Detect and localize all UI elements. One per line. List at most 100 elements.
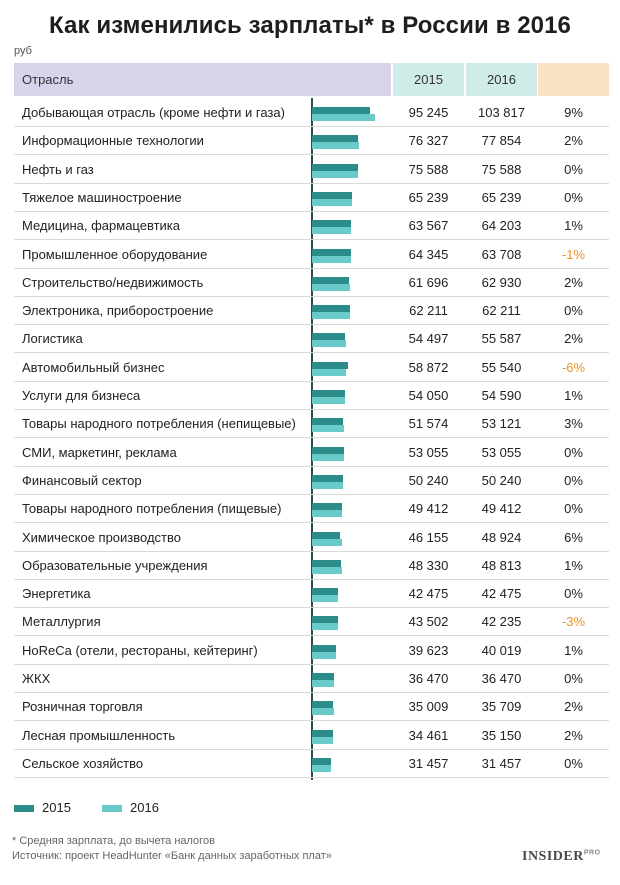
bar-2016 [312,623,338,631]
sector-label: Услуги для бизнеса [22,388,141,403]
brand-name: INSIDER [522,849,584,864]
change-percent: -3% [561,614,586,630]
unit-label: руб [14,45,32,57]
value-2015: 51 574 [408,416,449,432]
value-2016: 103 817 [478,105,525,120]
bar-2016 [312,708,334,716]
table-row: Информационные технологии 76 327 77 854 2% [14,128,609,156]
table-row: Лесная промышленность 34 461 35 150 2% [14,723,609,750]
sector-label: Тяжелое машиностроение [22,189,182,205]
value-2016: 55 587 [481,331,522,347]
table-row: HoReCa (отели, рестораны, кейтеринг) 39 6… [14,638,609,665]
bar-2016 [312,680,335,687]
value-2015: 64 345 [408,246,449,262]
bar-2016 [312,170,358,178]
value-2015: 49 412 [408,501,449,517]
table-row: Металлургия 43 502 42 235 -3% [14,609,609,637]
table-row: ЖКХ 36 470 36 470 0% [14,666,609,693]
table-row: СМИ, маркетинг, реклама 53 055 53 055 0% [14,440,609,467]
value-2016: 62 211 [482,303,521,319]
sector-label: Финансовый сектор [22,472,142,488]
value-2016: 53 121 [481,416,522,432]
change-percent: 1% [564,557,583,573]
value-2016: 77 854 [481,133,522,149]
change-percent: 2% [564,274,583,290]
bar-2015 [312,559,342,567]
table-row: Образовательные учреждения 48 330 48 813 1% [14,553,609,580]
bar-2016 [312,736,334,744]
table-row: Строительство/недвижимость 61 696 62 930 2% [14,270,609,297]
bar-2015 [312,135,359,143]
value-2016: 42 235 [481,614,522,630]
value-2016: 55 540 [481,359,522,375]
sector-label: Металлургия [22,614,101,630]
change-percent: 3% [564,416,583,432]
change-percent: 6% [564,529,583,545]
value-2015: 46 155 [408,529,449,545]
value-2015: 75 588 [408,161,449,177]
header-change [538,63,609,96]
bar-2015 [312,701,334,709]
bar-2015 [312,191,352,199]
value-2016: 36 470 [481,671,522,686]
bar-2016 [312,142,360,150]
bar-2016 [312,595,338,603]
change-percent: -6% [561,359,586,375]
bar-2015 [312,446,345,454]
change-percent: 0% [564,671,583,686]
bar-2015 [312,757,332,765]
footnote-note: * Средняя зарплата, до вычета налогов [12,835,215,847]
change-percent: 0% [564,303,583,319]
footnote: * Средняя зарплата, до вычета налогов Ис… [12,834,332,864]
sector-label: Медицина, фармацевтика [22,218,180,234]
value-2016: 50 240 [481,472,522,488]
bar-2015 [312,220,351,228]
value-2015: 48 330 [408,557,449,573]
bar-2015 [312,474,343,482]
value-2016: 64 203 [481,218,522,234]
value-2016: 42 475 [481,586,522,602]
table-row: Нефть и газ 75 588 75 588 0% [14,157,609,184]
change-percent: 0% [564,755,583,771]
change-percent: 2% [564,133,583,149]
change-percent: 0% [564,444,583,460]
sector-label: Товары народного потребления (непищевые) [22,416,296,432]
table-row: Розничная торговля 35 009 35 709 2% [14,694,609,722]
sector-label: Химическое производство [22,529,181,545]
sector-label: Информационные технологии [22,133,204,149]
table-row: Промышленное оборудование 64 345 63 708 -1% [14,242,609,269]
value-2015: 43 502 [408,614,449,630]
value-2015: 35 009 [408,699,449,715]
sector-label: ЖКХ [22,671,51,686]
sector-label: Сельское хозяйство [22,755,144,771]
bar-2016 [312,368,346,376]
bar-2016 [312,566,342,574]
bar-2016 [312,481,343,489]
table-row: Финансовый сектор 50 240 50 240 0% [14,468,609,495]
value-2015: 36 470 [408,671,449,686]
value-2015: 42 475 [408,586,449,602]
value-2016: 53 055 [481,444,522,460]
bar-2016 [312,510,342,518]
sector-label: Добывающая отрасль (кроме нефти и газа) [22,105,285,120]
sector-label: Логистика [22,331,83,347]
bar-2016 [312,425,345,433]
bar-2016 [312,538,342,546]
value-2016: 40 019 [481,642,522,658]
change-percent: 9% [564,105,583,120]
sector-label: Энергетика [22,586,91,602]
value-2016: 62 930 [481,274,522,290]
bar-2015 [312,729,333,737]
bar-2015 [312,107,370,114]
value-2015: 34 461 [408,727,449,743]
value-2015: 65 239 [408,189,449,205]
sector-label: Автомобильный бизнес [22,359,165,375]
change-percent: 1% [564,642,583,658]
bar-2015 [312,644,336,652]
value-2015: 61 696 [408,274,449,290]
change-percent: 0% [564,161,583,177]
value-2016: 75 588 [481,161,522,177]
change-percent: 0% [564,189,583,205]
bar-2015 [312,531,340,539]
change-percent: 2% [564,699,583,715]
